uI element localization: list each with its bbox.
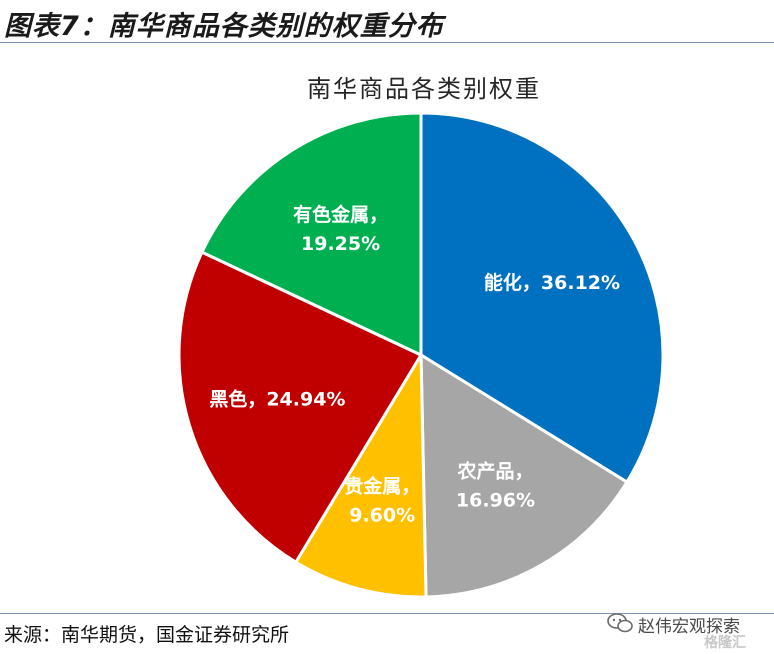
watermark: 赵伟宏观探索 格隆汇 [604,610,770,652]
figure-title: 图表7：南华商品各类别的权重分布 [4,11,444,42]
pie-label-5: 有色金属， 19.25% [293,203,388,255]
pie-label-3: 贵金属， 9.60% [344,474,420,526]
pie-label-1: 能化，36.12% [484,271,620,294]
watermark-text: 赵伟宏观探索 [638,617,740,637]
wechat-icon [607,613,633,633]
watermark-sub: 格隆汇 [704,635,746,651]
pie-slice-5 [199,111,423,358]
pie-slice-2 [419,352,630,599]
pie-slices [177,111,665,599]
pie-label-2: 农产品， 16.96% [456,460,535,512]
pie-slice-4 [177,250,424,565]
pie-slice-3 [293,349,428,599]
pie-chart: 南华商品各类别权重 能化，36.12% 农产品， 16.96% 贵金属， 9.60% 黑色… [177,75,665,599]
pie-slice-1 [419,111,665,485]
bottom-divider [0,613,774,614]
chart-title: 南华商品各类别权重 [307,75,541,103]
pie-labels: 能化，36.12% 农产品， 16.96% 贵金属， 9.60% 黑色，24.94% 有色金… [209,203,620,527]
source-note: 来源：南华期货，国金证券研究所 [4,624,290,646]
top-divider [0,42,774,43]
pie-label-4: 黑色，24.94% [209,388,345,411]
